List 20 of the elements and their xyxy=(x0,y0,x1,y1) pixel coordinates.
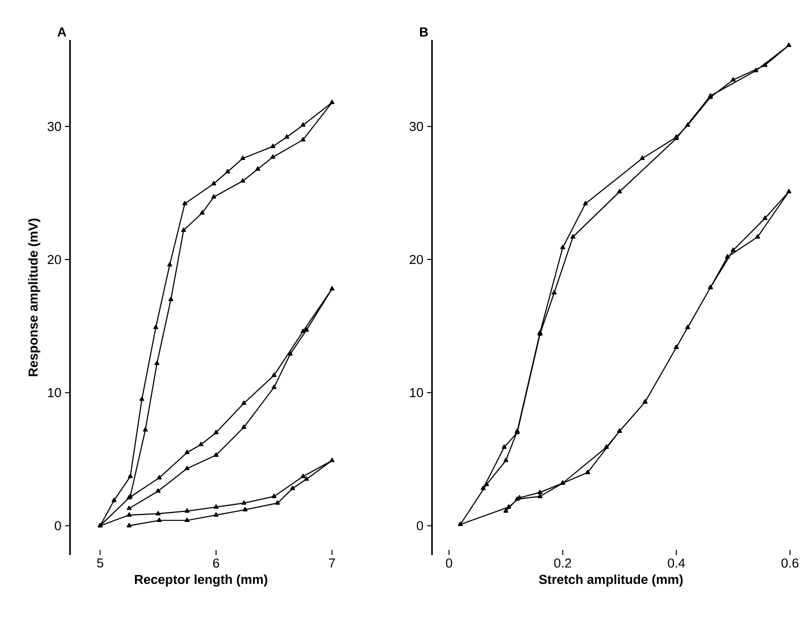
x-tick-label: 0.2 xyxy=(554,558,572,568)
x-tick-label: 5 xyxy=(97,558,104,568)
chart-title: A xyxy=(57,28,66,36)
y-tick-label: 30 xyxy=(48,122,62,132)
y-axis-title: Response amplitude (mV) xyxy=(28,218,40,376)
y-tick-label: 10 xyxy=(48,388,62,398)
x-tick-label: 6 xyxy=(213,558,220,568)
y-tick-label: 30 xyxy=(410,122,424,132)
x-axis-title: Receptor length (mm) xyxy=(134,574,268,587)
x-tick-label: 0.4 xyxy=(668,558,685,568)
x-axis-title: Stretch amplitude (mm) xyxy=(539,574,683,587)
y-tick-label: 0 xyxy=(54,521,62,530)
chart-title: B xyxy=(420,28,428,36)
y-tick-label: 0 xyxy=(416,521,424,530)
y-tick-label: 20 xyxy=(410,254,424,264)
x-tick-label: 7 xyxy=(329,558,335,568)
x-tick-label: 0.6 xyxy=(782,558,798,568)
y-tick-label: 20 xyxy=(48,254,62,264)
x-tick-label: 0 xyxy=(446,558,452,568)
y-tick-label: 10 xyxy=(410,388,424,398)
